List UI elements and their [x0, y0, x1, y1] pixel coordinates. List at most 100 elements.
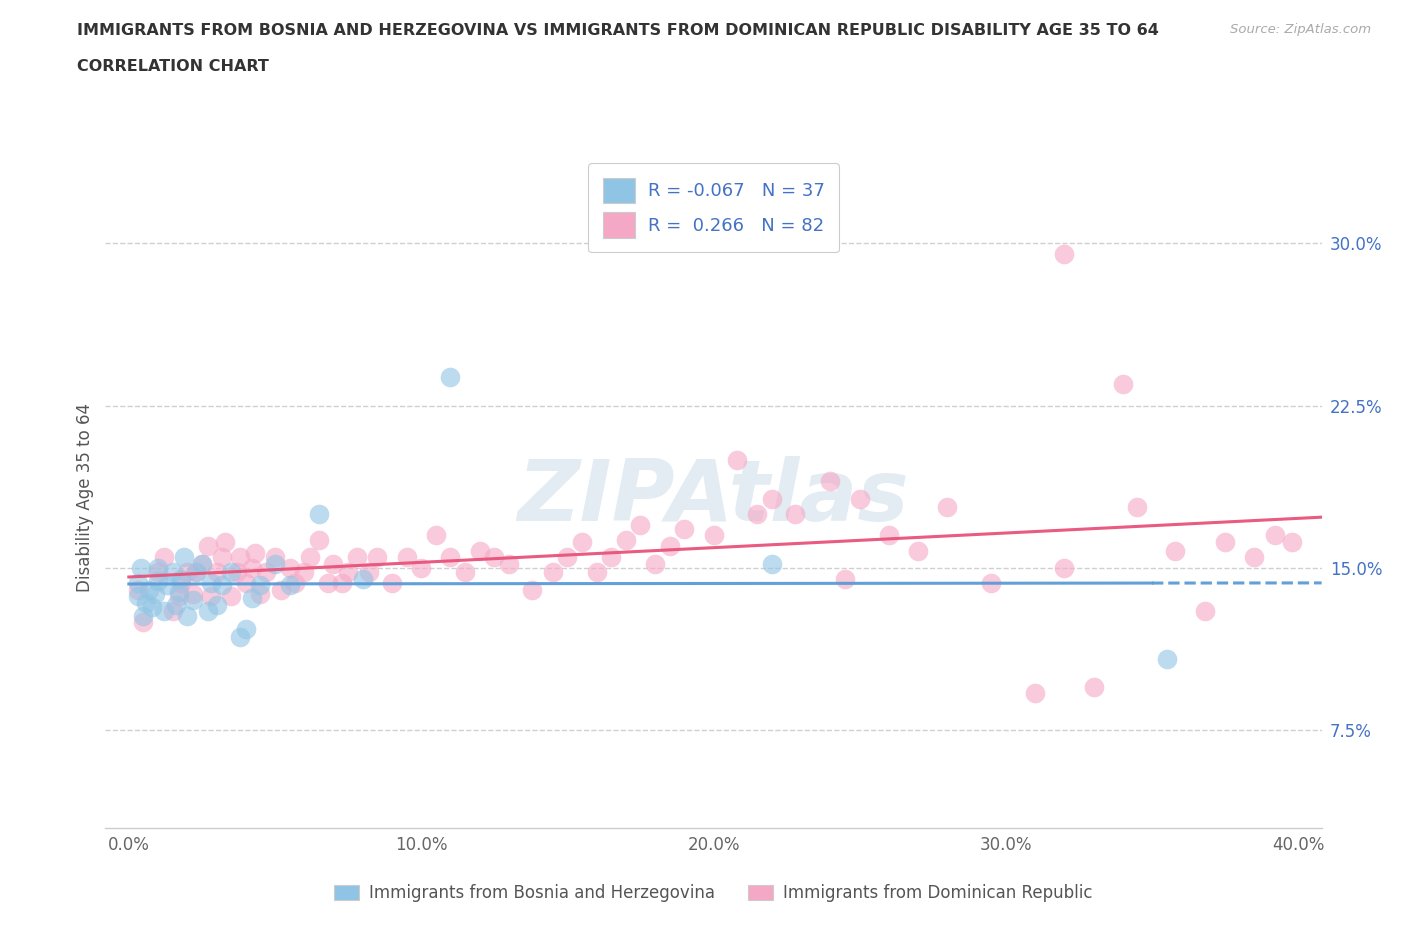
Legend: Immigrants from Bosnia and Herzegovina, Immigrants from Dominican Republic: Immigrants from Bosnia and Herzegovina, … [328, 877, 1099, 909]
Point [181, 587, 204, 602]
Point [143, 587, 166, 602]
Point [132, 615, 155, 630]
Point [229, 630, 252, 644]
Point [141, 600, 163, 615]
Point [184, 565, 207, 579]
Text: IMMIGRANTS FROM BOSNIA AND HERZEGOVINA VS IMMIGRANTS FROM DOMINICAN REPUBLIC DIS: IMMIGRANTS FROM BOSNIA AND HERZEGOVINA V… [77, 23, 1159, 38]
Point [219, 565, 242, 579]
Point [127, 582, 149, 597]
Point [162, 604, 184, 618]
Point [240, 561, 263, 576]
Point [352, 571, 374, 586]
Point [191, 556, 214, 571]
Point [176, 565, 198, 579]
Point [292, 565, 315, 579]
Point [197, 538, 219, 553]
Point [522, 582, 544, 597]
Point [129, 561, 152, 576]
Point [211, 578, 233, 592]
Point [278, 578, 301, 592]
Point [761, 491, 783, 506]
Point [848, 491, 870, 506]
Point [673, 522, 696, 537]
Point [264, 550, 287, 565]
Point [1281, 535, 1303, 550]
Point [226, 565, 249, 579]
Point [308, 506, 330, 521]
Point [1126, 499, 1149, 514]
Point [322, 556, 344, 571]
Point [235, 621, 257, 636]
Point [614, 532, 637, 547]
Point [167, 584, 190, 599]
Point [1264, 528, 1286, 543]
Point [211, 550, 233, 565]
Point [702, 528, 725, 543]
Point [146, 565, 169, 579]
Point [235, 576, 257, 591]
Point [484, 550, 506, 565]
Point [330, 576, 353, 591]
Point [395, 550, 418, 565]
Point [176, 608, 198, 623]
Point [337, 565, 360, 579]
Point [127, 589, 149, 604]
Point [439, 550, 461, 565]
Point [132, 608, 155, 623]
Point [381, 576, 404, 591]
Point [191, 556, 214, 571]
Point [240, 591, 263, 605]
Point [249, 587, 271, 602]
Point [264, 556, 287, 571]
Point [1024, 686, 1046, 701]
Point [1243, 550, 1265, 565]
Point [761, 556, 783, 571]
Point [135, 595, 157, 610]
Point [820, 474, 842, 489]
Point [219, 589, 242, 604]
Text: ZIPAtlas: ZIPAtlas [517, 456, 910, 539]
Point [357, 565, 380, 579]
Point [1053, 246, 1076, 261]
Point [1164, 543, 1187, 558]
Point [214, 535, 236, 550]
Point [454, 565, 477, 579]
Point [284, 576, 307, 591]
Point [346, 550, 368, 565]
Point [541, 565, 564, 579]
Point [366, 550, 388, 565]
Point [600, 550, 623, 565]
Point [1083, 680, 1105, 695]
Point [254, 565, 277, 579]
Point [146, 561, 169, 576]
Point [167, 589, 190, 604]
Point [299, 550, 322, 565]
Point [146, 574, 169, 589]
Point [785, 506, 807, 521]
Text: CORRELATION CHART: CORRELATION CHART [77, 59, 269, 73]
Point [468, 543, 491, 558]
Point [184, 565, 207, 579]
Point [205, 565, 228, 579]
Point [585, 565, 607, 579]
Point [571, 535, 593, 550]
Point [249, 578, 271, 592]
Point [1112, 377, 1135, 392]
Point [153, 604, 176, 618]
Point [156, 578, 179, 592]
Point [170, 576, 193, 591]
Point [980, 576, 1002, 591]
Y-axis label: Disability Age 35 to 64: Disability Age 35 to 64 [76, 403, 94, 592]
Point [197, 604, 219, 618]
Point [557, 550, 579, 565]
Point [1194, 604, 1216, 618]
Point [229, 550, 252, 565]
Text: Source: ZipAtlas.com: Source: ZipAtlas.com [1230, 23, 1371, 36]
Point [425, 528, 447, 543]
Point [278, 561, 301, 576]
Point [200, 576, 222, 591]
Point [936, 499, 959, 514]
Point [200, 589, 222, 604]
Point [181, 593, 204, 608]
Point [498, 556, 520, 571]
